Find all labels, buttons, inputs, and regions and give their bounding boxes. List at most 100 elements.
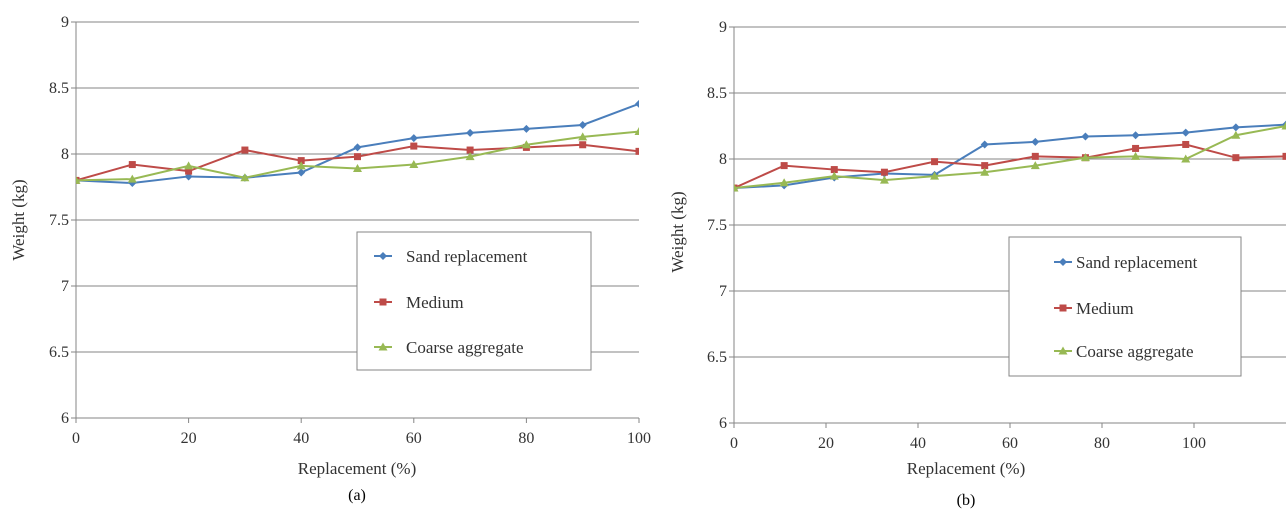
- data-point-coarse-aggregate: [734, 183, 739, 192]
- data-point-medium: [880, 168, 888, 176]
- series-line-coarse-aggregate: [734, 125, 1286, 190]
- legend-marker-coarse-aggregate: [1058, 346, 1068, 355]
- data-point-medium: [981, 162, 989, 170]
- series-line-sand-replacement: [734, 123, 1286, 190]
- data-point-sand-replacement: [353, 143, 362, 152]
- legend-marker-medium: [1059, 304, 1067, 312]
- y-tick-label: 9: [61, 14, 69, 31]
- data-point-medium: [128, 161, 136, 169]
- chart-a-legend-items: Sand replacement Medium Coarse aggregate: [374, 247, 528, 357]
- data-point-sand-replacement: [1131, 131, 1140, 140]
- chart-b-legend-items: Sand replacement Medium Coarse aggregate: [1054, 253, 1198, 361]
- chart-a-y-ticks: 6 6.5 7 7.5 8 8.5 9: [49, 14, 76, 427]
- y-tick-label: 6.5: [49, 344, 69, 361]
- legend-marker-coarse-aggregate: [378, 342, 388, 351]
- chart-a: 6 6.5 7 7.5 8 8.5 9 0 20 40 60 80 100 Replacement (…: [9, 14, 651, 504]
- chart-b: 6 6.5 7 7.5 8 8.5 9 0 20 40 60 80 100 Replacement (…: [668, 19, 1286, 509]
- chart-b-y-axis-title: Weight (kg): [668, 191, 687, 272]
- series-line-medium: [734, 143, 1286, 189]
- data-point-coarse-aggregate: [409, 160, 419, 169]
- y-tick-label: 8.5: [49, 80, 69, 97]
- data-point-coarse-aggregate: [76, 175, 81, 184]
- chart-b-legend-box: [1008, 236, 1242, 377]
- data-point-medium: [1182, 140, 1190, 148]
- data-point-coarse-aggregate: [1231, 130, 1241, 139]
- x-tick-label: 20: [818, 435, 834, 452]
- legend-label-medium: Medium: [1076, 299, 1134, 318]
- data-point-medium: [1031, 152, 1039, 160]
- chart-a-legend: Sand replacement Medium Coarse aggregate: [356, 231, 592, 371]
- legend-marker-medium: [379, 298, 387, 306]
- chart-a-x-ticks: 0 20 40 60 80 100: [72, 418, 651, 447]
- data-point-medium: [1132, 144, 1140, 152]
- legend-label-medium: Medium: [406, 293, 464, 312]
- data-point-coarse-aggregate: [879, 175, 889, 184]
- x-tick-label: 80: [1094, 435, 1110, 452]
- data-point-coarse-aggregate: [578, 132, 588, 141]
- y-tick-label: 6.5: [707, 349, 727, 366]
- y-tick-label: 9: [719, 19, 727, 36]
- data-point-medium: [410, 142, 418, 150]
- chart-b-x-axis-title: Replacement (%): [907, 459, 1025, 478]
- data-point-sand-replacement: [466, 128, 475, 137]
- data-point-medium: [1282, 152, 1286, 160]
- chart-b-x-ticks: 0 20 40 60 80 100: [730, 423, 1206, 452]
- chart-a-y-axis-title: Weight (kg): [9, 179, 28, 260]
- x-tick-label: 80: [518, 430, 534, 447]
- legend-label-coarse-aggregate: Coarse aggregate: [1076, 342, 1194, 361]
- data-point-medium: [354, 153, 361, 161]
- data-point-coarse-aggregate: [634, 127, 639, 136]
- data-point-coarse-aggregate: [1030, 161, 1040, 170]
- x-tick-label: 60: [406, 430, 422, 447]
- data-point-coarse-aggregate: [353, 164, 362, 173]
- data-point-sand-replacement: [409, 134, 418, 143]
- chart-a-caption: (a): [348, 487, 366, 504]
- x-tick-label: 0: [72, 430, 80, 447]
- data-point-medium: [466, 146, 474, 154]
- data-point-sand-replacement: [1181, 128, 1190, 137]
- chart-b-caption: (b): [957, 492, 976, 509]
- data-point-sand-replacement: [1081, 132, 1090, 141]
- data-point-coarse-aggregate: [930, 171, 940, 180]
- chart-b-plot-area: [734, 120, 1286, 193]
- legend-marker-sand-replacement: [379, 252, 387, 260]
- x-tick-label: 0: [730, 435, 738, 452]
- y-tick-label: 6: [719, 415, 727, 432]
- y-tick-label: 7: [719, 283, 727, 300]
- data-point-medium: [931, 158, 939, 166]
- x-tick-label: 40: [293, 430, 309, 447]
- y-tick-label: 7.5: [707, 217, 727, 234]
- data-point-sand-replacement: [522, 124, 531, 133]
- y-tick-label: 8.5: [707, 85, 727, 102]
- data-point-medium: [635, 147, 639, 155]
- data-point-coarse-aggregate: [521, 140, 531, 149]
- data-point-medium: [241, 146, 249, 154]
- data-point-medium: [185, 167, 193, 175]
- data-point-coarse-aggregate: [1080, 153, 1090, 162]
- data-point-coarse-aggregate: [1131, 151, 1141, 160]
- data-point-sand-replacement: [297, 168, 306, 177]
- y-tick-label: 7.5: [49, 212, 69, 229]
- chart-a-x-axis-title: Replacement (%): [298, 459, 416, 478]
- x-tick-label: 60: [1002, 435, 1018, 452]
- y-tick-label: 8: [61, 146, 69, 163]
- data-point-coarse-aggregate: [779, 178, 789, 187]
- y-tick-label: 6: [61, 410, 69, 427]
- data-point-coarse-aggregate: [1181, 154, 1191, 163]
- data-point-sand-replacement: [1231, 123, 1240, 132]
- data-point-coarse-aggregate: [240, 173, 250, 182]
- data-point-coarse-aggregate: [1281, 121, 1286, 130]
- data-point-coarse-aggregate: [184, 161, 194, 170]
- data-point-coarse-aggregate: [296, 161, 306, 170]
- chart-a-plot-area: [76, 99, 639, 188]
- data-point-medium: [1232, 154, 1240, 162]
- y-tick-label: 8: [719, 151, 727, 168]
- legend-marker-sand-replacement: [1059, 258, 1067, 266]
- x-tick-label: 100: [627, 430, 651, 447]
- data-point-medium: [830, 166, 838, 174]
- chart-b-legend: Sand replacement Medium Coarse aggregate: [1008, 236, 1242, 377]
- legend-label-sand-replacement: Sand replacement: [1076, 253, 1198, 272]
- data-point-sand-replacement: [635, 99, 639, 108]
- chart-b-y-ticks: 6 6.5 7 7.5 8 8.5 9: [707, 19, 734, 432]
- legend-label-coarse-aggregate: Coarse aggregate: [406, 338, 524, 357]
